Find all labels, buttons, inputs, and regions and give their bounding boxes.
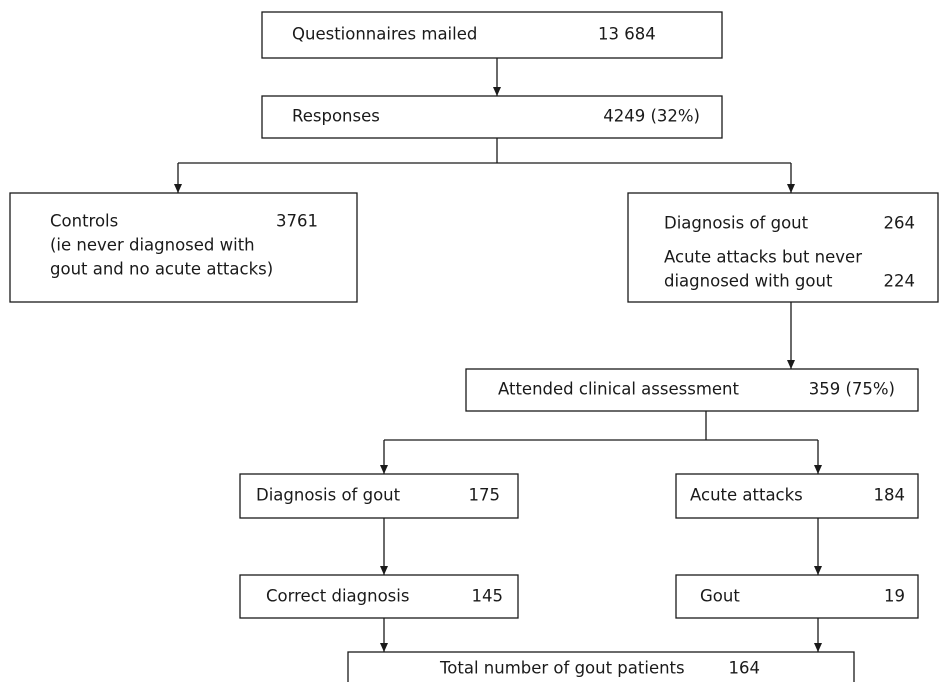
node-label: Correct diagnosis [266,587,409,606]
node-label: Diagnosis of gout [256,486,401,505]
node-note: gout and no acute attacks) [50,260,273,279]
box [261,95,723,139]
node-label: Total number of gout patients [439,659,685,678]
node-value: 19 [884,587,905,606]
node-label: Controls [50,212,118,231]
node-value: 224 [884,272,916,291]
node-label: Responses [292,107,380,126]
box [239,574,519,619]
node-value: 164 [729,659,761,678]
box [239,473,519,519]
node-value: 13 684 [598,25,656,44]
node-value: 184 [874,486,906,505]
node-label: Acute attacks but never [664,248,862,267]
node-value: 359 (75%) [809,380,895,399]
node-label: Gout [700,587,740,606]
node-value: 175 [469,486,501,505]
node-label: Acute attacks [690,486,803,505]
node-label: Diagnosis of gout [664,214,809,233]
box [261,11,723,59]
node-value: 145 [472,587,504,606]
node-value: 4249 (32%) [603,107,700,126]
box [675,574,919,619]
node-note: (ie never diagnosed with [50,236,255,255]
connectors [174,58,822,652]
node-label: diagnosed with gout [664,272,833,291]
box [347,651,855,682]
box [627,192,939,303]
box [9,192,358,303]
node-value: 3761 [276,212,318,231]
node-label: Questionnaires mailed [292,25,477,44]
node-label: Attended clinical assessment [498,380,740,399]
box [465,368,919,412]
node-value: 264 [884,214,916,233]
box [675,473,919,519]
